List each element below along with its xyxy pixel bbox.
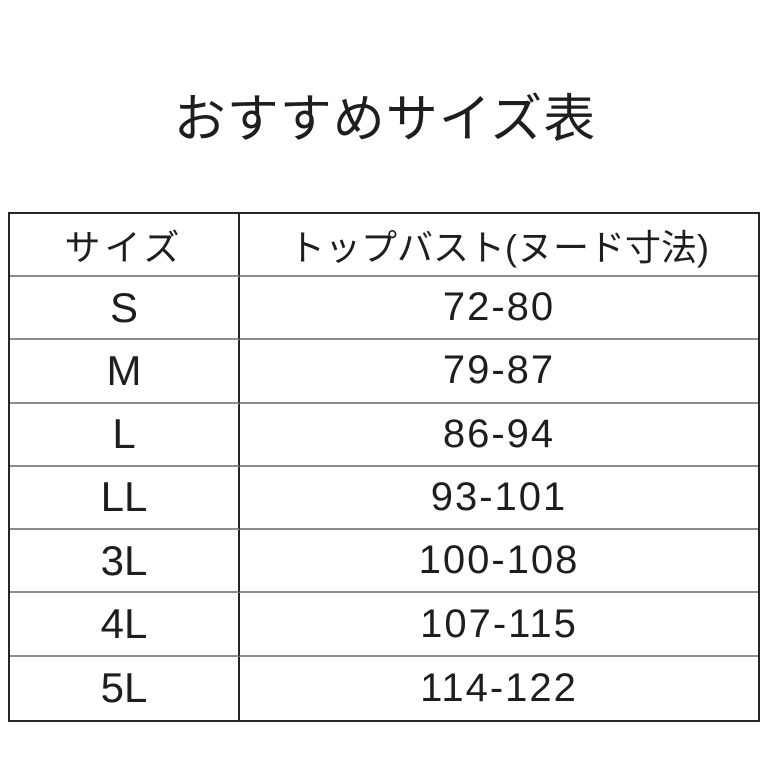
- size-cell: 5L: [10, 656, 240, 720]
- page-title: おすすめサイズ表: [173, 91, 597, 149]
- size-cell: S: [10, 277, 240, 341]
- bust-range-cell: 72-80: [240, 277, 758, 341]
- bust-range-cell: 93-101: [240, 467, 758, 531]
- bust-range-cell: 100-108: [240, 530, 758, 594]
- size-cell: M: [10, 340, 240, 404]
- column-header-size: サイズ: [10, 214, 240, 277]
- size-cell: 4L: [10, 593, 240, 657]
- bust-range-cell: 86-94: [240, 404, 758, 467]
- bust-range-cell: 79-87: [240, 340, 758, 404]
- size-table: サイズ トップバスト(ヌード寸法) S 72-80 M 79-87 L 86-9…: [8, 212, 760, 722]
- bust-range-cell: 114-122: [420, 665, 578, 710]
- size-cell: LL: [10, 466, 240, 531]
- column-header-top-bust: トップバスト(ヌード寸法): [240, 214, 758, 277]
- size-cell: L: [10, 403, 240, 467]
- size-cell: 3L: [10, 530, 240, 594]
- bust-range-cell: 107-115: [240, 593, 758, 657]
